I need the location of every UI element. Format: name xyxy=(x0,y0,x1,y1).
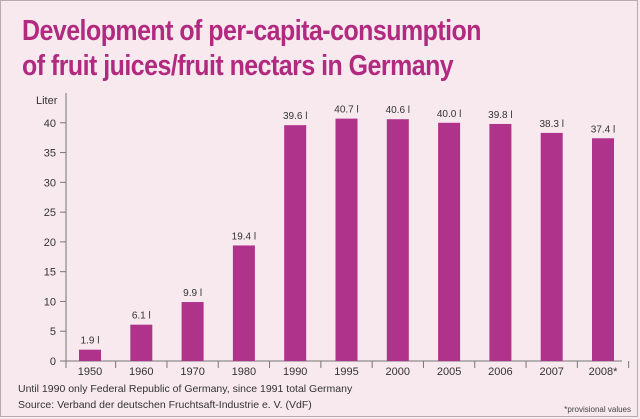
x-tick-label: 1970 xyxy=(180,366,204,378)
y-tick-label: 20 xyxy=(44,237,56,249)
bar-1980 xyxy=(232,245,255,361)
y-tick-label: 30 xyxy=(44,177,56,189)
y-tick-label: 10 xyxy=(44,296,56,308)
data-label: 39.6 l xyxy=(283,111,307,122)
data-label: 37.4 l xyxy=(591,124,615,135)
y-tick-label: 25 xyxy=(44,207,56,219)
bar-2008 xyxy=(592,138,614,361)
data-label: 40.0 l xyxy=(437,109,461,120)
chart-title: Development of per-capita-consumption of… xyxy=(22,14,481,84)
y-tick-label: 35 xyxy=(44,148,56,160)
bar-2005 xyxy=(438,122,461,362)
x-tick-label: 1950 xyxy=(78,366,102,378)
data-label: 40.6 l xyxy=(386,105,410,116)
x-tick-label: 2008* xyxy=(589,366,618,378)
footnote-coverage: Until 1990 only Federal Republic of Germ… xyxy=(18,383,353,395)
y-tick-label: 5 xyxy=(50,326,56,338)
x-tick-label: 2000 xyxy=(386,366,410,378)
data-label: 39.8 l xyxy=(488,110,512,121)
x-tick-label: 2005 xyxy=(437,366,461,378)
axis-layer: 0 5 10 15 20 25 30 35 40 1950 1960 1970 1980 1990 1995… xyxy=(44,93,630,378)
data-label: 1.9 l xyxy=(81,336,100,347)
y-tick-label: 40 xyxy=(44,118,56,130)
bar-1995 xyxy=(335,118,358,361)
chart-title-line-2: of fruit juices/fruit nectars in Germany xyxy=(22,50,454,82)
bar-2006 xyxy=(489,123,512,361)
bar-layer: 1.9 l 6.1 l 9.9 l 19.4 l 39.6 l 40.7 l 40.6 l 4… xyxy=(79,105,615,362)
footnote-source: Source: Verband der deutschen Fruchtsaft… xyxy=(18,399,312,411)
bar-1960 xyxy=(130,324,153,361)
data-label: 19.4 l xyxy=(232,231,256,242)
x-tick-label: 1995 xyxy=(334,366,358,378)
footnote-provisional: *provisional values xyxy=(564,405,631,414)
bar-1990 xyxy=(284,125,307,361)
data-label: 9.9 l xyxy=(183,288,202,299)
y-tick-label: 0 xyxy=(50,356,56,368)
chart-title-line-1: Development of per-capita-consumption xyxy=(22,15,481,47)
bar-2000 xyxy=(386,119,409,362)
data-label: 40.7 l xyxy=(334,105,358,116)
bar-2007 xyxy=(540,132,563,361)
data-label: 6.1 l xyxy=(132,311,151,322)
x-tick-label: 1980 xyxy=(232,366,256,378)
y-tick-label: 15 xyxy=(44,267,56,279)
x-tick-label: 2007 xyxy=(539,366,563,378)
data-label: 38.3 l xyxy=(539,119,563,130)
y-axis-label: Liter xyxy=(36,95,58,107)
x-tick-label: 2006 xyxy=(488,366,512,378)
bar-1950 xyxy=(79,349,101,361)
x-tick-label: 1990 xyxy=(283,366,307,378)
bar-1970 xyxy=(181,302,204,361)
x-tick-label: 1960 xyxy=(129,366,153,378)
